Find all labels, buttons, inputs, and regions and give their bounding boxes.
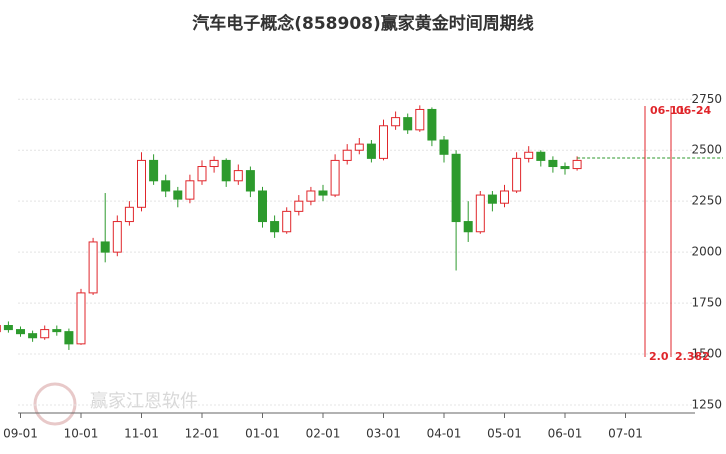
candle-body <box>428 109 436 140</box>
candle-body <box>392 118 400 126</box>
candle-body <box>246 171 254 191</box>
candle-body <box>150 160 158 180</box>
candle-body <box>271 222 279 232</box>
candle-body <box>77 293 85 344</box>
candle-body <box>513 158 521 191</box>
y-tick-label: 1250 <box>691 398 722 412</box>
x-tick-label: 05-01 <box>487 427 522 441</box>
candle-body <box>234 171 242 181</box>
y-tick-label: 2250 <box>691 194 722 208</box>
candle-body <box>101 242 109 252</box>
x-tick-label: 04-01 <box>427 427 462 441</box>
candle-body <box>138 160 146 207</box>
candle-body <box>17 330 25 334</box>
candle-body <box>525 152 533 158</box>
candle-body <box>573 160 581 168</box>
x-tick-label: 02-01 <box>306 427 341 441</box>
candle-body <box>355 144 363 150</box>
candle-body <box>113 222 121 253</box>
candle-body <box>162 181 170 191</box>
candle-body <box>210 160 218 166</box>
candle-body <box>41 330 49 338</box>
candle-body <box>537 152 545 160</box>
candle-body <box>186 181 194 199</box>
candle-body <box>501 191 509 203</box>
candle-body <box>380 126 388 159</box>
x-tick-label: 12-01 <box>185 427 220 441</box>
x-tick-label: 07-01 <box>608 427 643 441</box>
watermark-logo <box>35 384 75 424</box>
candle-body <box>404 118 412 130</box>
candle-body <box>549 160 557 166</box>
cycle-ratio: 2.382 <box>675 350 710 363</box>
candle-body <box>331 160 339 195</box>
x-tick-label: 03-01 <box>366 427 401 441</box>
candle-body <box>440 140 448 154</box>
candle-body <box>416 109 424 129</box>
x-tick-label: 09-01 <box>3 427 38 441</box>
candle-body <box>452 154 460 221</box>
candle-body <box>464 222 472 232</box>
y-tick-label: 2500 <box>691 143 722 157</box>
watermark: 赢家江恩软件 <box>90 390 198 412</box>
x-tick-label: 01-01 <box>245 427 280 441</box>
candle-body <box>283 211 291 231</box>
candle-body <box>4 326 12 330</box>
candle-body <box>319 191 327 195</box>
candle-body <box>561 167 569 169</box>
candle-body <box>89 242 97 293</box>
x-tick-label: 11-01 <box>124 427 159 441</box>
candle-body <box>174 191 182 199</box>
candle-body <box>222 160 230 180</box>
y-tick-label: 2000 <box>691 245 722 259</box>
candle-body <box>295 201 303 211</box>
candle-body <box>307 191 315 201</box>
candle-body <box>343 150 351 160</box>
candle-body <box>53 330 61 332</box>
candle-body <box>259 191 267 222</box>
candle-body <box>125 207 133 221</box>
candle-body <box>488 195 496 203</box>
candle-body <box>476 195 484 232</box>
candle-body <box>29 334 37 338</box>
candle-body <box>65 332 73 344</box>
candle-body <box>198 167 206 181</box>
x-tick-label: 06-01 <box>548 427 583 441</box>
cycle-ratio: 2.0 <box>649 350 669 363</box>
chart-title: 汽车电子概念(858908)赢家黄金时间周期线 <box>192 13 534 34</box>
candle-body <box>367 144 375 158</box>
cycle-date: 06-24 <box>676 104 712 117</box>
y-tick-label: 1750 <box>691 296 722 310</box>
x-tick-label: 10-01 <box>64 427 99 441</box>
